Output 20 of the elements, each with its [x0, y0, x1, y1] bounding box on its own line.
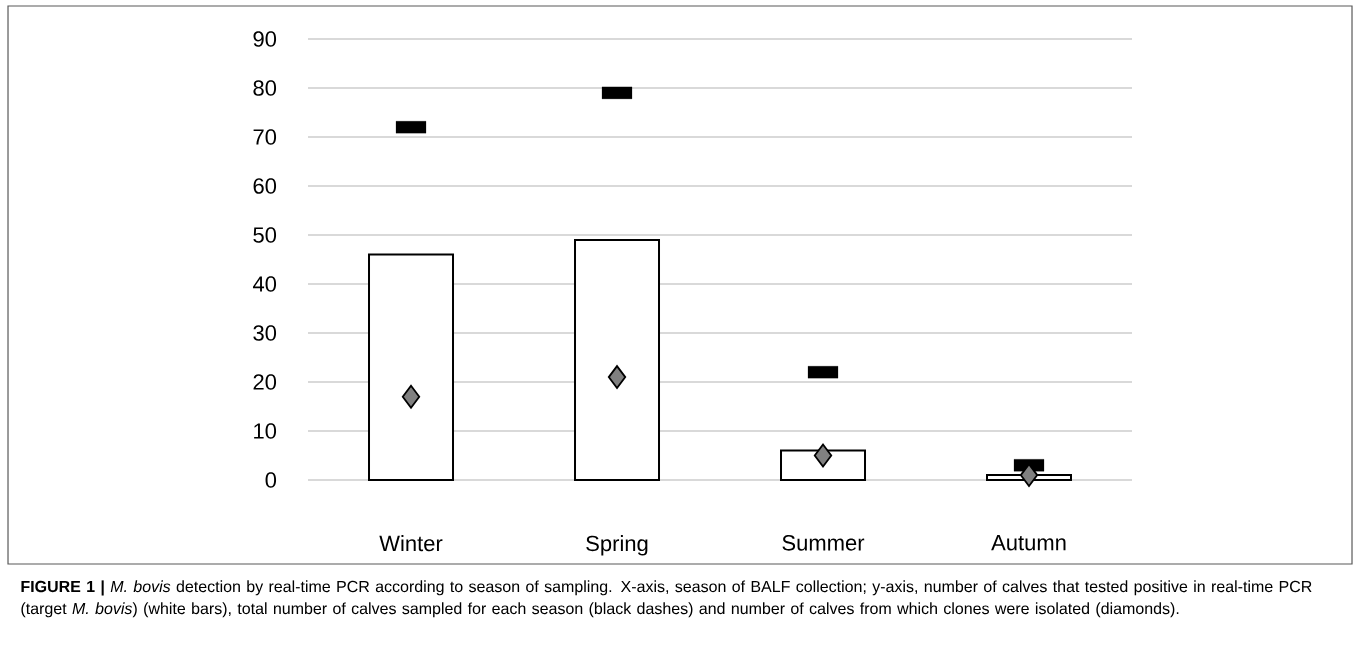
y-tick-label: 80 [253, 80, 277, 96]
x-tick-label: Winter [379, 535, 443, 552]
y-tick-label: 30 [253, 325, 277, 341]
x-tick-label: Summer [782, 535, 865, 551]
x-tick-label: Autumn [991, 535, 1066, 551]
y-tick-label: 0 [265, 472, 277, 488]
point [401, 384, 421, 409]
y-tick-label: 10 [254, 423, 277, 439]
y-tick-label: 50 [253, 227, 277, 243]
point [607, 365, 627, 389]
x-tick-label: Spring [586, 535, 648, 556]
bar [574, 238, 661, 481]
y-tick-label: 90 [253, 31, 277, 47]
bar [368, 253, 455, 481]
point [1019, 463, 1039, 487]
y-tick-label: 60 [253, 178, 277, 194]
y-tick-label: 70 [253, 129, 277, 145]
y-tick-label: 20 [253, 374, 277, 390]
y-tick-label: 40 [252, 276, 277, 292]
text: FIGURE 1 | M. bovis detection by real-time PCR according to season of sampling. X-axis, season of BALF collection; y-axis, number of calves that tested positive in real-time PCR (target M. bovis) (white bars), total number of calves sampled for each season (black dashes) and number of calves from which clones were isolated (diamonds). [21, 580, 1312, 618]
